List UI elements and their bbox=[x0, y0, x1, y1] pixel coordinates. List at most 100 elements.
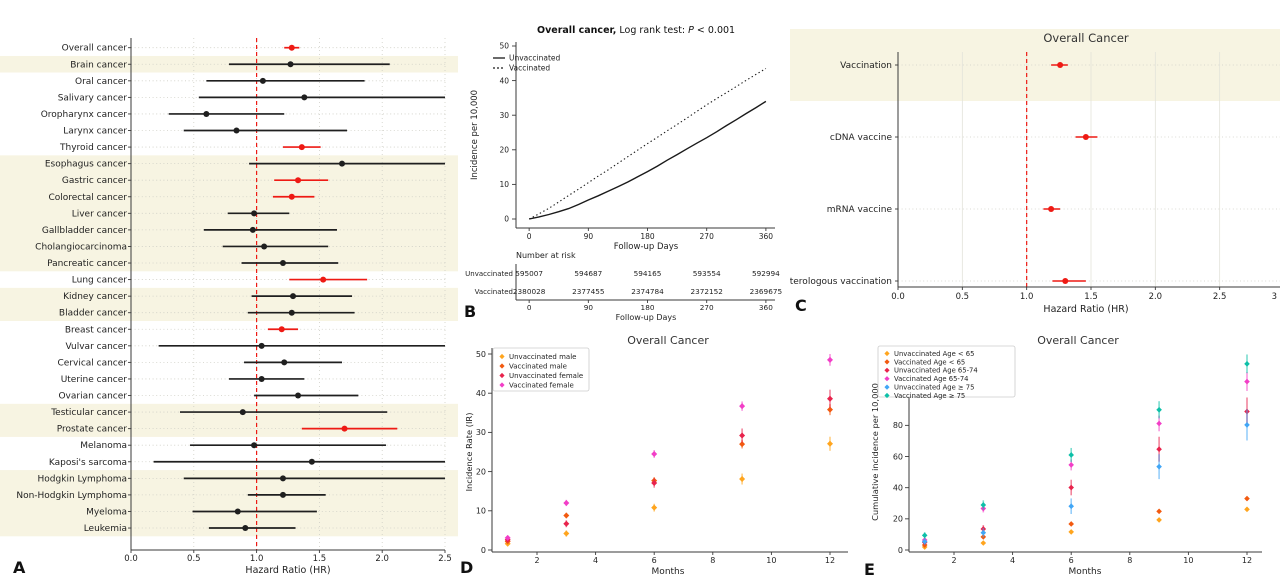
svg-text:360: 360 bbox=[759, 232, 774, 241]
series-magenta bbox=[921, 372, 1250, 543]
svg-text:Overall cancer: Overall cancer bbox=[62, 44, 128, 54]
svg-text:Vaccinated: Vaccinated bbox=[509, 64, 550, 73]
svg-text:20: 20 bbox=[476, 467, 486, 476]
svg-text:270: 270 bbox=[700, 303, 714, 312]
number-at-risk-table: Number at risk Unvaccinated 595007 594687 59… bbox=[465, 251, 782, 322]
svg-text:Gallbladder cancer: Gallbladder cancer bbox=[42, 226, 127, 236]
svg-text:3: 3 bbox=[1272, 292, 1277, 302]
panel-c-forest-plot-vaccine-types: Vaccination cDNA vaccine mRNA vaccine Heter… bbox=[790, 0, 1280, 330]
svg-text:1.5: 1.5 bbox=[313, 554, 327, 564]
svg-text:Incidence Rate (IR): Incidence Rate (IR) bbox=[464, 413, 474, 492]
svg-text:Overall Cancer: Overall Cancer bbox=[627, 334, 709, 347]
svg-text:Oropharynx cancer: Oropharynx cancer bbox=[41, 110, 128, 120]
svg-text:Vaccinated Age ≥ 75: Vaccinated Age ≥ 75 bbox=[894, 392, 965, 400]
chart-title: Overall Cancer bbox=[627, 334, 709, 347]
series-blue bbox=[921, 409, 1250, 545]
panel-label-b: B bbox=[464, 302, 477, 321]
svg-text:0.5: 0.5 bbox=[187, 554, 201, 564]
svg-text:Months: Months bbox=[652, 567, 685, 577]
svg-text:Gastric cancer: Gastric cancer bbox=[62, 176, 127, 186]
svg-text:270: 270 bbox=[700, 232, 715, 241]
svg-text:2.5: 2.5 bbox=[1213, 292, 1227, 302]
svg-text:40: 40 bbox=[476, 389, 486, 398]
svg-text:0.0: 0.0 bbox=[891, 292, 905, 302]
svg-text:Unvaccinated Age < 65: Unvaccinated Age < 65 bbox=[894, 350, 974, 358]
svg-text:Unvaccinated Age 65-74: Unvaccinated Age 65-74 bbox=[894, 367, 978, 375]
svg-text:2377455: 2377455 bbox=[572, 287, 605, 296]
svg-text:4: 4 bbox=[1010, 556, 1015, 565]
svg-text:Vaccinated: Vaccinated bbox=[475, 288, 513, 296]
svg-text:Vaccinated female: Vaccinated female bbox=[509, 381, 574, 389]
svg-text:40: 40 bbox=[893, 483, 903, 492]
svg-text:mRNA vaccine: mRNA vaccine bbox=[827, 205, 893, 215]
svg-text:Myeloma: Myeloma bbox=[86, 507, 127, 517]
svg-text:Unvaccinated Age ≥ 75: Unvaccinated Age ≥ 75 bbox=[894, 384, 974, 392]
svg-text:20: 20 bbox=[893, 515, 903, 524]
svg-text:595007: 595007 bbox=[515, 269, 543, 278]
svg-text:Uterine cancer: Uterine cancer bbox=[61, 375, 128, 385]
svg-text:50: 50 bbox=[476, 350, 486, 359]
svg-text:0: 0 bbox=[504, 215, 509, 224]
svg-text:593554: 593554 bbox=[693, 269, 721, 278]
svg-text:30: 30 bbox=[476, 428, 486, 437]
svg-text:Liver cancer: Liver cancer bbox=[72, 209, 128, 219]
gridlines bbox=[131, 38, 447, 550]
svg-text:80: 80 bbox=[893, 421, 903, 430]
series-orangered bbox=[921, 495, 1250, 548]
svg-text:592994: 592994 bbox=[752, 269, 780, 278]
svg-text:Cumulative incidence per 10,00: Cumulative incidence per 10,000 bbox=[870, 383, 880, 521]
svg-text:Unvaccinated female: Unvaccinated female bbox=[509, 372, 583, 380]
chart-title: Overall Cancer bbox=[1043, 31, 1129, 45]
svg-text:Overall Cancer: Overall Cancer bbox=[1037, 334, 1119, 347]
svg-text:2380028: 2380028 bbox=[513, 287, 546, 296]
svg-text:12: 12 bbox=[825, 556, 835, 565]
svg-text:2369675: 2369675 bbox=[750, 287, 783, 296]
svg-text:8: 8 bbox=[1127, 556, 1132, 565]
series-crimson bbox=[504, 389, 833, 543]
svg-text:Colorectal cancer: Colorectal cancer bbox=[48, 193, 127, 203]
svg-text:0: 0 bbox=[898, 546, 903, 555]
panel-label-d: D bbox=[460, 558, 474, 577]
axes: Vaccination cDNA vaccine mRNA vaccine Heter… bbox=[790, 52, 1280, 315]
forest-rows bbox=[1043, 62, 1098, 284]
chart-title: Overall cancer, Log rank test: P < 0.001 bbox=[537, 25, 735, 36]
svg-text:1.0: 1.0 bbox=[250, 554, 264, 564]
series-magenta bbox=[504, 354, 833, 541]
svg-text:Lung cancer: Lung cancer bbox=[72, 276, 127, 286]
svg-text:Number at risk: Number at risk bbox=[516, 251, 576, 260]
svg-text:2.0: 2.0 bbox=[375, 554, 389, 564]
chart-title: Overall Cancer bbox=[1037, 334, 1119, 347]
svg-text:Testicular cancer: Testicular cancer bbox=[50, 408, 127, 418]
svg-text:Follow-up Days: Follow-up Days bbox=[614, 242, 679, 252]
axes: 0 10 20 30 40 50 2 4 6 8 10 12 Months Incidence Rate … bbox=[464, 348, 848, 577]
svg-text:8: 8 bbox=[710, 556, 715, 565]
svg-text:Salivary cancer: Salivary cancer bbox=[58, 93, 128, 103]
svg-text:Vaccination: Vaccination bbox=[840, 61, 892, 71]
svg-text:10: 10 bbox=[1183, 556, 1193, 565]
svg-text:6: 6 bbox=[1069, 556, 1074, 565]
axes: Overall cancer Brain cancer Oral cancer Sal… bbox=[16, 38, 452, 576]
svg-text:50: 50 bbox=[499, 42, 509, 51]
svg-text:40: 40 bbox=[499, 76, 509, 85]
svg-text:Hazard Ratio (HR): Hazard Ratio (HR) bbox=[245, 565, 330, 576]
svg-text:Unvaccinated: Unvaccinated bbox=[465, 270, 513, 278]
svg-text:594687: 594687 bbox=[574, 269, 602, 278]
svg-text:Vaccinated Age < 65: Vaccinated Age < 65 bbox=[894, 358, 965, 366]
svg-text:Prostate cancer: Prostate cancer bbox=[57, 425, 128, 435]
scatter-series bbox=[921, 354, 1250, 550]
svg-text:60: 60 bbox=[893, 452, 903, 461]
panel-label-e: E bbox=[864, 560, 875, 579]
svg-text:180: 180 bbox=[641, 303, 655, 312]
series-orange bbox=[921, 506, 1250, 550]
panel-label-c: C bbox=[795, 296, 807, 315]
svg-text:0: 0 bbox=[527, 303, 532, 312]
svg-text:Follow-up Days: Follow-up Days bbox=[616, 313, 677, 322]
svg-text:Esophagus cancer: Esophagus cancer bbox=[45, 160, 127, 170]
forest-chart-A: Overall cancer Brain cancer Oral cancer Sal… bbox=[0, 38, 458, 576]
svg-text:10: 10 bbox=[499, 180, 509, 189]
svg-text:2.5: 2.5 bbox=[438, 554, 452, 564]
svg-text:10: 10 bbox=[476, 507, 486, 516]
